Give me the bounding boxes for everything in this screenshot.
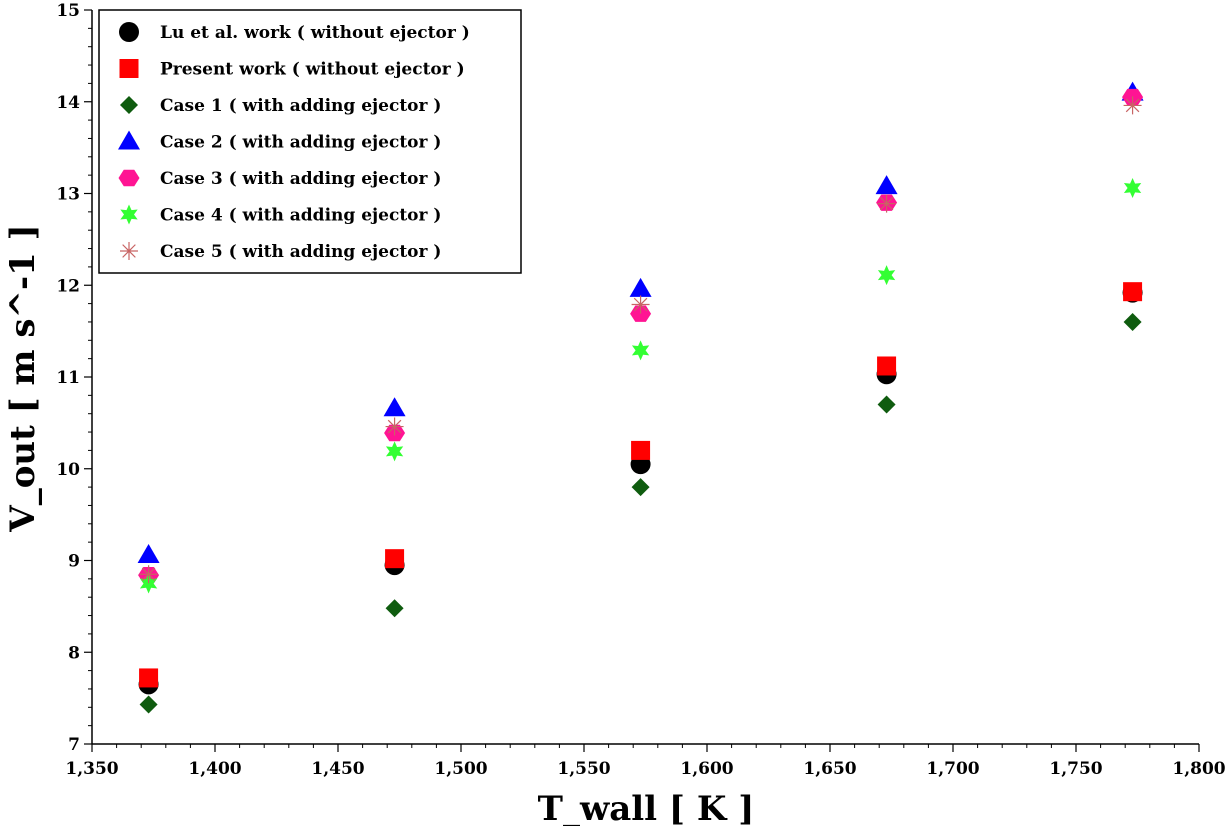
legend-marker — [120, 96, 138, 114]
data-point — [629, 277, 652, 297]
data-point — [1123, 177, 1142, 198]
x-axis-ticks: 1,350 1,400 1,450 1,500 1,550 1,600 1,650 1,700… — [65, 744, 1226, 779]
legend: Lu et al. work ( without ejector ) Presen… — [98, 9, 522, 274]
series-2 — [139, 282, 1143, 688]
data-point — [385, 441, 404, 462]
y-tick-label: 15 — [56, 1, 80, 21]
legend-label: Case 3 ( with adding ejector ) — [160, 169, 441, 189]
data-point — [631, 340, 650, 361]
data-point — [877, 194, 896, 213]
data-point — [385, 599, 404, 618]
legend-label: Case 2 ( with adding ejector ) — [160, 133, 441, 153]
data-point — [385, 549, 405, 569]
y-tick-label: 12 — [56, 276, 80, 296]
data-point — [877, 356, 897, 376]
legend-label: Present work ( without ejector ) — [160, 60, 465, 80]
data-point — [631, 440, 651, 460]
x-tick-label: 1,750 — [1049, 759, 1102, 779]
data-point — [1123, 282, 1143, 302]
legend-marker — [120, 242, 138, 260]
x-tick-label: 1,800 — [1172, 759, 1225, 779]
data-point — [875, 175, 898, 195]
x-tick-label: 1,700 — [926, 759, 979, 779]
x-tick-label: 1,450 — [311, 759, 364, 779]
x-tick-label: 1,600 — [680, 759, 733, 779]
legend-marker — [119, 22, 139, 42]
data-point — [877, 265, 896, 286]
y-tick-label: 11 — [56, 368, 80, 388]
data-point — [631, 295, 650, 314]
data-point — [1123, 96, 1142, 115]
data-point — [137, 543, 160, 563]
data-point — [139, 565, 158, 584]
series-7 — [139, 96, 1142, 584]
y-tick-label: 10 — [56, 460, 80, 480]
legend-marker — [119, 59, 139, 78]
x-tick-label: 1,400 — [188, 759, 241, 779]
legend-label: Case 4 ( with adding ejector ) — [160, 206, 441, 226]
data-points — [137, 81, 1144, 714]
y-axis-title: V_out [ m s^-1 ] — [3, 224, 43, 532]
data-point — [877, 395, 896, 414]
data-point — [139, 573, 158, 594]
series-3 — [139, 312, 1142, 714]
data-point — [1123, 312, 1142, 331]
legend-marker — [118, 130, 140, 150]
legend-marker — [118, 169, 140, 187]
y-tick-label: 7 — [68, 735, 80, 755]
y-tick-label: 14 — [56, 93, 80, 113]
y-axis-ticks: 7 8 9 10 11 12 13 14 15 — [56, 1, 92, 755]
x-tick-label: 1,350 — [65, 759, 118, 779]
series-6 — [139, 177, 1142, 594]
legend-label: Case 5 ( with adding ejector ) — [160, 242, 441, 262]
y-tick-label: 9 — [68, 552, 80, 572]
legend-label: Case 1 ( with adding ejector ) — [160, 96, 441, 116]
legend-marker — [120, 204, 138, 225]
data-point — [631, 478, 650, 497]
data-point — [139, 668, 159, 688]
data-point — [383, 397, 406, 417]
legend-label: Lu et al. work ( without ejector ) — [160, 23, 470, 43]
x-tick-label: 1,550 — [557, 759, 610, 779]
data-point — [139, 695, 158, 714]
legend-box — [98, 9, 522, 274]
x-axis-title: T_wall [ K ] — [538, 789, 755, 826]
y-tick-label: 13 — [56, 185, 80, 205]
data-point — [385, 417, 404, 436]
x-tick-label: 1,650 — [803, 759, 856, 779]
x-tick-label: 1,500 — [434, 759, 487, 779]
y-tick-label: 8 — [68, 643, 80, 663]
